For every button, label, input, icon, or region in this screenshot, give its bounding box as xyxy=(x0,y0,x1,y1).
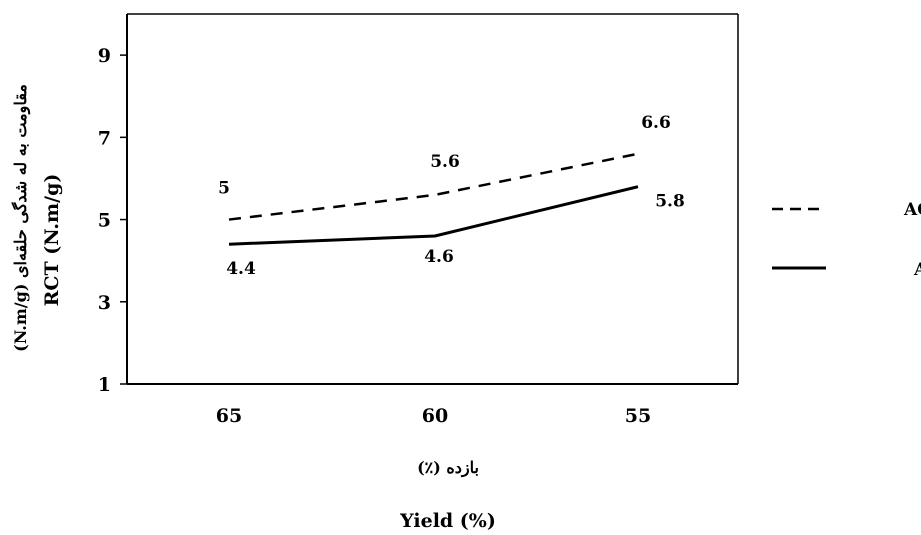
legend: با AQ بدون AQ xyxy=(772,200,921,280)
y-tick-label: 9 xyxy=(98,45,111,67)
legend-label-without-aq: بدون AQ xyxy=(913,260,921,280)
series-line-without-aq xyxy=(228,185,639,246)
series-line-with-aq xyxy=(228,152,639,221)
legend-label-with-aq: با AQ xyxy=(903,200,921,220)
series-layer xyxy=(228,152,639,246)
data-label: 4.6 xyxy=(424,247,454,267)
x-tick-label: 55 xyxy=(625,405,651,427)
x-axis-title-persian: بازده (٪) xyxy=(417,458,479,478)
y-tick-label: 5 xyxy=(98,210,111,232)
data-label: 5.8 xyxy=(655,192,685,212)
data-label: 4.4 xyxy=(226,259,256,279)
data-label: 6.6 xyxy=(641,113,671,133)
x-tick-label: 65 xyxy=(216,405,242,427)
y-tick-label: 7 xyxy=(98,127,111,149)
x-axis-title-english: Yield (%) xyxy=(399,510,496,531)
y-tick-label: 3 xyxy=(98,292,111,314)
y-axis-title-persian: مقاومت به له شدگی حلقه‌ای (N.m/g) xyxy=(11,84,31,352)
labels-layer: 5 5.6 6.6 4.4 4.6 5.8 xyxy=(218,113,685,279)
data-label: 5 xyxy=(218,179,230,199)
axes-layer xyxy=(126,13,739,385)
y-axis-title-english: RCT (N.m/g) xyxy=(41,174,63,307)
y-tick-label: 1 xyxy=(98,374,111,396)
x-tick-label: 60 xyxy=(422,405,448,427)
ticks-layer: 1 3 5 7 9 65 60 55 xyxy=(98,45,651,427)
data-label: 5.6 xyxy=(430,152,460,172)
